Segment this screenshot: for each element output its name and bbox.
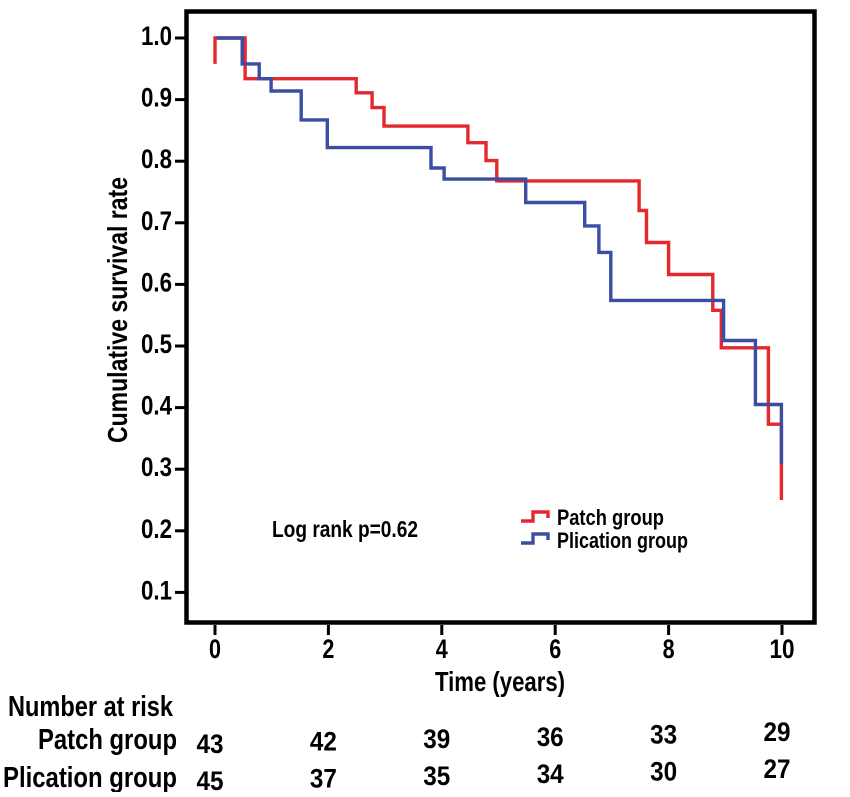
x-tick-label-4: 4 <box>436 634 448 664</box>
nar-count-plication-group-t10: 27 <box>764 754 791 784</box>
number-at-risk-row-label-patch: Patch group <box>38 724 177 756</box>
number-at-risk-row-label-plication: Plication group <box>3 762 177 792</box>
legend: Patch group Plication group <box>521 505 688 553</box>
log-rank-annotation: Log rank p=0.62 <box>272 516 418 542</box>
x-tick-label-2: 2 <box>322 634 334 664</box>
y-tick-label-0.4: 0.4 <box>141 391 172 421</box>
legend-label-patch-group: Patch group <box>557 505 664 530</box>
plot-frame <box>184 9 817 625</box>
x-axis-ticks: 0 2 4 6 8 10 <box>209 625 795 664</box>
plication-group-legend-icon <box>521 532 550 545</box>
patch-group-legend-icon <box>521 510 550 523</box>
nar-count-plication-group-t6: 34 <box>537 759 564 789</box>
y-tick-label-0.6: 0.6 <box>141 267 172 297</box>
number-at-risk-counts: 43 42 39 36 33 29 45 37 35 34 30 27 <box>197 717 791 796</box>
y-tick-label-0.7: 0.7 <box>141 206 172 236</box>
y-tick-label-0.8: 0.8 <box>141 144 172 174</box>
number-at-risk-title: Number at risk <box>8 691 174 723</box>
nar-count-patch-group-t0: 43 <box>197 729 224 759</box>
nar-count-patch-group-t8: 33 <box>650 719 677 749</box>
nar-count-plication-group-t2: 37 <box>310 764 337 792</box>
nar-count-patch-group-t6: 36 <box>537 722 564 752</box>
y-tick-label-0.9: 0.9 <box>141 83 172 113</box>
survival-curves <box>213 36 784 500</box>
y-tick-label-0.5: 0.5 <box>141 329 172 359</box>
x-tick-label-0: 0 <box>209 634 221 664</box>
survival-curve-patch-group <box>213 36 784 500</box>
x-tick-label-10: 10 <box>770 634 795 664</box>
y-tick-label-1.0: 1.0 <box>141 21 172 51</box>
nar-count-patch-group-t2: 42 <box>310 727 337 757</box>
nar-count-patch-group-t4: 39 <box>423 724 450 754</box>
y-tick-label-0.2: 0.2 <box>141 514 172 544</box>
x-axis-label: Time (years) <box>435 666 565 697</box>
x-tick-label-8: 8 <box>663 634 675 664</box>
nar-count-plication-group-t0: 45 <box>197 766 224 792</box>
x-tick-label-6: 6 <box>549 634 561 664</box>
nar-count-plication-group-t4: 35 <box>423 761 450 791</box>
y-tick-label-0.3: 0.3 <box>141 452 172 482</box>
y-axis-label: Cumulative survival rate <box>102 177 133 443</box>
y-tick-label-0.1: 0.1 <box>141 575 172 605</box>
legend-label-plication-group: Plication group <box>557 528 688 553</box>
nar-count-patch-group-t10: 29 <box>764 717 791 747</box>
survival-curve-plication-group <box>216 36 784 465</box>
nar-count-plication-group-t8: 30 <box>650 756 677 786</box>
y-axis-ticks: 1.0 0.9 0.8 0.7 0.6 0.5 0.4 0.3 0.2 0.1 <box>141 21 187 605</box>
number-at-risk-table: Number at risk Patch group Plication gro… <box>3 691 791 796</box>
